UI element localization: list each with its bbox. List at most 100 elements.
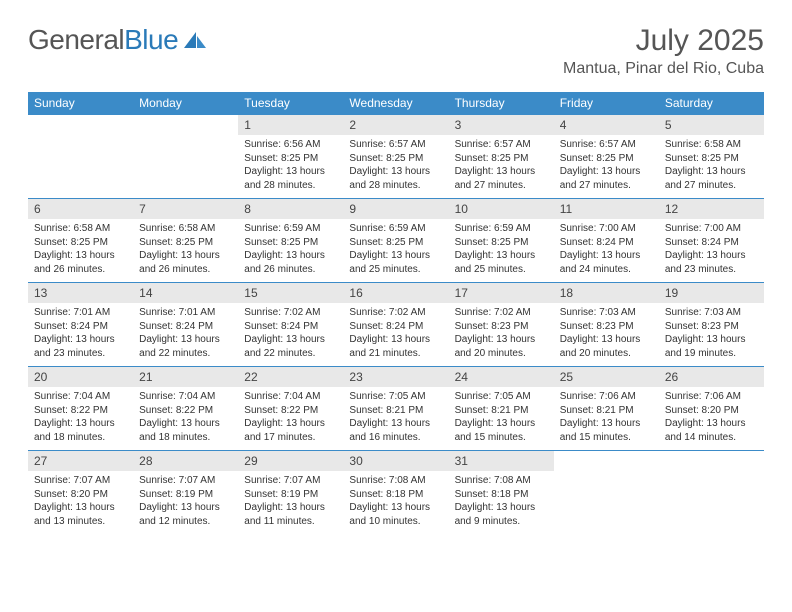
day-number: 2 [343,114,448,135]
calendar-head: SundayMondayTuesdayWednesdayThursdayFrid… [28,92,764,114]
sunrise-line: Sunrise: 6:58 AM [139,223,215,234]
calendar-cell: 3Sunrise: 6:57 AMSunset: 8:25 PMDaylight… [449,114,554,198]
logo: GeneralBlue [28,24,208,56]
header: GeneralBlue July 2025 Mantua, Pinar del … [28,24,764,78]
day-body: Sunrise: 7:07 AMSunset: 8:19 PMDaylight:… [238,471,343,534]
sunset-line: Sunset: 8:25 PM [244,237,318,248]
sunrise-line: Sunrise: 6:59 AM [349,223,425,234]
daylight-line: Daylight: 13 hours and 12 minutes. [139,502,220,527]
sunrise-line: Sunrise: 7:07 AM [139,475,215,486]
sunrise-line: Sunrise: 6:58 AM [34,223,110,234]
day-body: Sunrise: 7:08 AMSunset: 8:18 PMDaylight:… [343,471,448,534]
calendar-cell: 10Sunrise: 6:59 AMSunset: 8:25 PMDayligh… [449,198,554,282]
day-body: Sunrise: 7:06 AMSunset: 8:21 PMDaylight:… [554,387,659,450]
day-number: 20 [28,366,133,387]
calendar-cell: 7Sunrise: 6:58 AMSunset: 8:25 PMDaylight… [133,198,238,282]
weekday-header: Monday [133,92,238,114]
sunset-line: Sunset: 8:22 PM [139,405,213,416]
calendar-cell: 26Sunrise: 7:06 AMSunset: 8:20 PMDayligh… [659,366,764,450]
calendar-cell: 15Sunrise: 7:02 AMSunset: 8:24 PMDayligh… [238,282,343,366]
day-number: 6 [28,198,133,219]
day-number: 27 [28,450,133,471]
sunrise-line: Sunrise: 7:05 AM [455,391,531,402]
calendar-cell: 20Sunrise: 7:04 AMSunset: 8:22 PMDayligh… [28,366,133,450]
sunset-line: Sunset: 8:25 PM [34,237,108,248]
day-number: 29 [238,450,343,471]
day-number: 24 [449,366,554,387]
sunrise-line: Sunrise: 7:07 AM [244,475,320,486]
sunset-line: Sunset: 8:25 PM [349,153,423,164]
sunset-line: Sunset: 8:20 PM [665,405,739,416]
sunrise-line: Sunrise: 7:08 AM [349,475,425,486]
day-body: Sunrise: 6:58 AMSunset: 8:25 PMDaylight:… [659,135,764,198]
calendar-week-row: 20 Sunrise: 7:04 AM Sunset: 8:22 PM Dayligh… [28,366,764,450]
calendar-week-row: 27Sunrise: 7:07 AMSunset: 8:20 PMDayligh… [28,450,764,534]
day-body: Sunrise: 7:02 AMSunset: 8:24 PMDaylight:… [238,303,343,366]
calendar-cell: 2Sunrise: 6:57 AMSunset: 8:25 PMDaylight… [343,114,448,198]
day-number: 21 [133,366,238,387]
calendar-table: SundayMondayTuesdayWednesdayThursdayFrid… [28,92,764,534]
day-number: 8 [238,198,343,219]
daylight-line: Daylight: 13 hours and 25 minutes. [349,250,430,275]
sunset-line: Sunset: 8:23 PM [560,321,634,332]
sunset-line: Sunset: 8:23 PM [455,321,529,332]
calendar-cell: 21Sunrise: 7:04 AMSunset: 8:22 PMDayligh… [133,366,238,450]
day-number: 14 [133,282,238,303]
title-block: July 2025 Mantua, Pinar del Rio, Cuba [563,24,764,78]
weekday-row: SundayMondayTuesdayWednesdayThursdayFrid… [28,92,764,114]
daylight-line: Daylight: 13 hours and 17 minutes. [244,418,325,443]
day-body: Sunrise: 7:05 AMSunset: 8:21 PMDaylight:… [343,387,448,450]
day-number: 13 [28,282,133,303]
day-number: 10 [449,198,554,219]
daylight-line: Daylight: 13 hours and 26 minutes. [244,250,325,275]
sunrise-line: Sunrise: 7:04 AM [139,391,215,402]
sunset-line: Sunset: 8:25 PM [139,237,213,248]
day-number: 26 [659,366,764,387]
calendar-cell [133,114,238,198]
sunset-line: Sunset: 8:21 PM [349,405,423,416]
day-body: Sunrise: 7:02 AMSunset: 8:23 PMDaylight:… [449,303,554,366]
calendar-cell: 19Sunrise: 7:03 AMSunset: 8:23 PMDayligh… [659,282,764,366]
sunset-line: Sunset: 8:25 PM [455,153,529,164]
daylight-line: Daylight: 13 hours and 22 minutes. [139,334,220,359]
day-number: 23 [343,366,448,387]
day-number: 1 [238,114,343,135]
sunrise-line: Sunrise: 6:57 AM [349,139,425,150]
daylight-line: Daylight: 13 hours and 23 minutes. [34,334,115,359]
day-number: 11 [554,198,659,219]
calendar-cell: 23Sunrise: 7:05 AMSunset: 8:21 PMDayligh… [343,366,448,450]
daylight-line: Daylight: 13 hours and 22 minutes. [244,334,325,359]
calendar-cell: 16Sunrise: 7:02 AMSunset: 8:24 PMDayligh… [343,282,448,366]
calendar-cell: 5Sunrise: 6:58 AMSunset: 8:25 PMDaylight… [659,114,764,198]
sunrise-line: Sunrise: 6:57 AM [455,139,531,150]
day-number: 31 [449,450,554,471]
weekday-header: Sunday [28,92,133,114]
day-number: 16 [343,282,448,303]
calendar-cell: 29Sunrise: 7:07 AMSunset: 8:19 PMDayligh… [238,450,343,534]
sunset-line: Sunset: 8:24 PM [349,321,423,332]
logo-text: GeneralBlue [28,24,178,56]
calendar-cell: 25Sunrise: 7:06 AMSunset: 8:21 PMDayligh… [554,366,659,450]
day-number: 7 [133,198,238,219]
sunrise-line: Sunrise: 7:07 AM [34,475,110,486]
weekday-header: Tuesday [238,92,343,114]
sunrise-line: Sunrise: 7:08 AM [455,475,531,486]
day-number: 25 [554,366,659,387]
sunrise-line: Sunrise: 7:02 AM [349,307,425,318]
weekday-header: Thursday [449,92,554,114]
day-body: Sunrise: 7:07 AMSunset: 8:19 PMDaylight:… [133,471,238,534]
calendar-cell: 1Sunrise: 6:56 AMSunset: 8:25 PMDaylight… [238,114,343,198]
logo-word-1: General [28,24,124,55]
sunset-line: Sunset: 8:18 PM [455,489,529,500]
calendar-cell: 22Sunrise: 7:04 AMSunset: 8:22 PMDayligh… [238,366,343,450]
day-body: Sunrise: 7:02 AMSunset: 8:24 PMDaylight:… [343,303,448,366]
calendar-cell: 27Sunrise: 7:07 AMSunset: 8:20 PMDayligh… [28,450,133,534]
day-number: 22 [238,366,343,387]
day-number: 15 [238,282,343,303]
day-body: Sunrise: 6:59 AMSunset: 8:25 PMDaylight:… [343,219,448,282]
sunrise-line: Sunrise: 7:02 AM [455,307,531,318]
day-body: Sunrise: 7:00 AMSunset: 8:24 PMDaylight:… [554,219,659,282]
logo-word-2: Blue [124,24,178,55]
day-body: Sunrise: 6:59 AMSunset: 8:25 PMDaylight:… [449,219,554,282]
weekday-header: Saturday [659,92,764,114]
